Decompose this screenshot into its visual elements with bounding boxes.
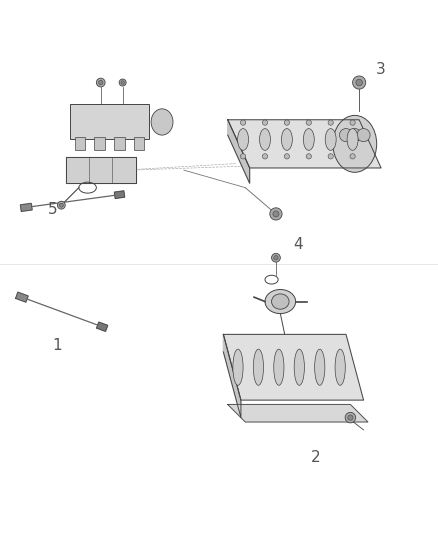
Bar	[94, 138, 105, 150]
Circle shape	[60, 203, 63, 207]
Ellipse shape	[259, 128, 271, 150]
Circle shape	[348, 415, 353, 420]
Ellipse shape	[272, 294, 289, 309]
Ellipse shape	[314, 349, 325, 385]
Text: 1: 1	[52, 338, 62, 353]
Circle shape	[272, 253, 280, 262]
Circle shape	[350, 154, 355, 159]
Ellipse shape	[265, 289, 296, 313]
Ellipse shape	[281, 128, 293, 150]
Text: 4: 4	[293, 237, 303, 252]
Ellipse shape	[274, 349, 284, 385]
Polygon shape	[66, 157, 136, 183]
Circle shape	[357, 128, 370, 142]
Circle shape	[339, 128, 353, 142]
Circle shape	[96, 78, 105, 87]
Polygon shape	[223, 334, 364, 400]
Circle shape	[306, 154, 311, 159]
Circle shape	[348, 128, 361, 142]
Circle shape	[328, 154, 333, 159]
Ellipse shape	[333, 115, 377, 172]
Circle shape	[240, 120, 246, 125]
Circle shape	[274, 255, 278, 260]
Bar	[74, 138, 85, 150]
Circle shape	[99, 80, 103, 85]
Circle shape	[284, 154, 290, 159]
Circle shape	[356, 79, 362, 86]
Ellipse shape	[294, 349, 304, 385]
Circle shape	[240, 154, 246, 159]
Text: 5: 5	[48, 202, 57, 217]
Circle shape	[350, 120, 355, 125]
Circle shape	[328, 120, 333, 125]
Ellipse shape	[335, 349, 345, 385]
Circle shape	[119, 79, 126, 86]
Text: 2: 2	[311, 449, 320, 465]
Circle shape	[262, 154, 268, 159]
Ellipse shape	[253, 349, 264, 385]
Polygon shape	[97, 322, 108, 332]
Bar	[114, 138, 124, 150]
Ellipse shape	[303, 128, 314, 150]
Circle shape	[345, 413, 356, 423]
Circle shape	[270, 208, 282, 220]
Circle shape	[353, 76, 366, 89]
Polygon shape	[228, 120, 250, 183]
Polygon shape	[223, 334, 241, 418]
Circle shape	[306, 120, 311, 125]
Circle shape	[57, 201, 65, 209]
Circle shape	[273, 211, 279, 217]
Circle shape	[262, 120, 268, 125]
Polygon shape	[228, 405, 368, 422]
Polygon shape	[21, 204, 32, 212]
Text: 3: 3	[376, 62, 386, 77]
Polygon shape	[114, 191, 125, 198]
Ellipse shape	[233, 349, 243, 385]
Ellipse shape	[325, 128, 336, 150]
Polygon shape	[16, 292, 28, 302]
Circle shape	[121, 81, 124, 84]
FancyBboxPatch shape	[70, 104, 149, 140]
Polygon shape	[228, 120, 381, 168]
Ellipse shape	[347, 128, 358, 150]
Circle shape	[284, 120, 290, 125]
Bar	[134, 138, 144, 150]
Ellipse shape	[151, 109, 173, 135]
Ellipse shape	[238, 128, 249, 150]
